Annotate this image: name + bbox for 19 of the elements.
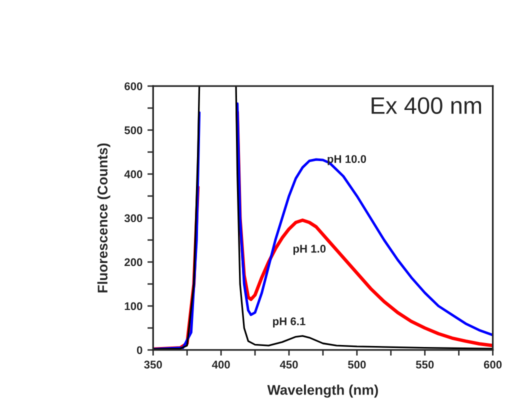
x-tick-label: 350 <box>144 360 162 369</box>
y-axis-title: Fluorescence (Counts) <box>97 143 110 292</box>
y-tick-label: 200 <box>124 258 142 266</box>
x-tick-label: 500 <box>348 360 366 369</box>
x-tick-label: 600 <box>484 360 502 369</box>
y-tick-label: 100 <box>124 302 142 310</box>
x-tick-label: 550 <box>416 360 434 369</box>
annotation: Ex 400 nm <box>372 97 482 114</box>
x-tick-label: 450 <box>280 360 298 369</box>
y-tick-label: 500 <box>124 126 142 134</box>
y-tick-label: 300 <box>124 214 142 222</box>
y-tick-label: 0 <box>136 346 142 354</box>
series-label: pH 6.1 <box>273 317 306 328</box>
x-axis-title: Wavelength (nm) <box>267 384 378 398</box>
series-label: pH 1.0 <box>293 244 326 255</box>
series-label: pH 10.0 <box>328 155 366 166</box>
x-tick-label: 400 <box>212 360 230 369</box>
y-tick-label: 400 <box>124 170 142 178</box>
y-tick-label: 600 <box>124 82 142 90</box>
